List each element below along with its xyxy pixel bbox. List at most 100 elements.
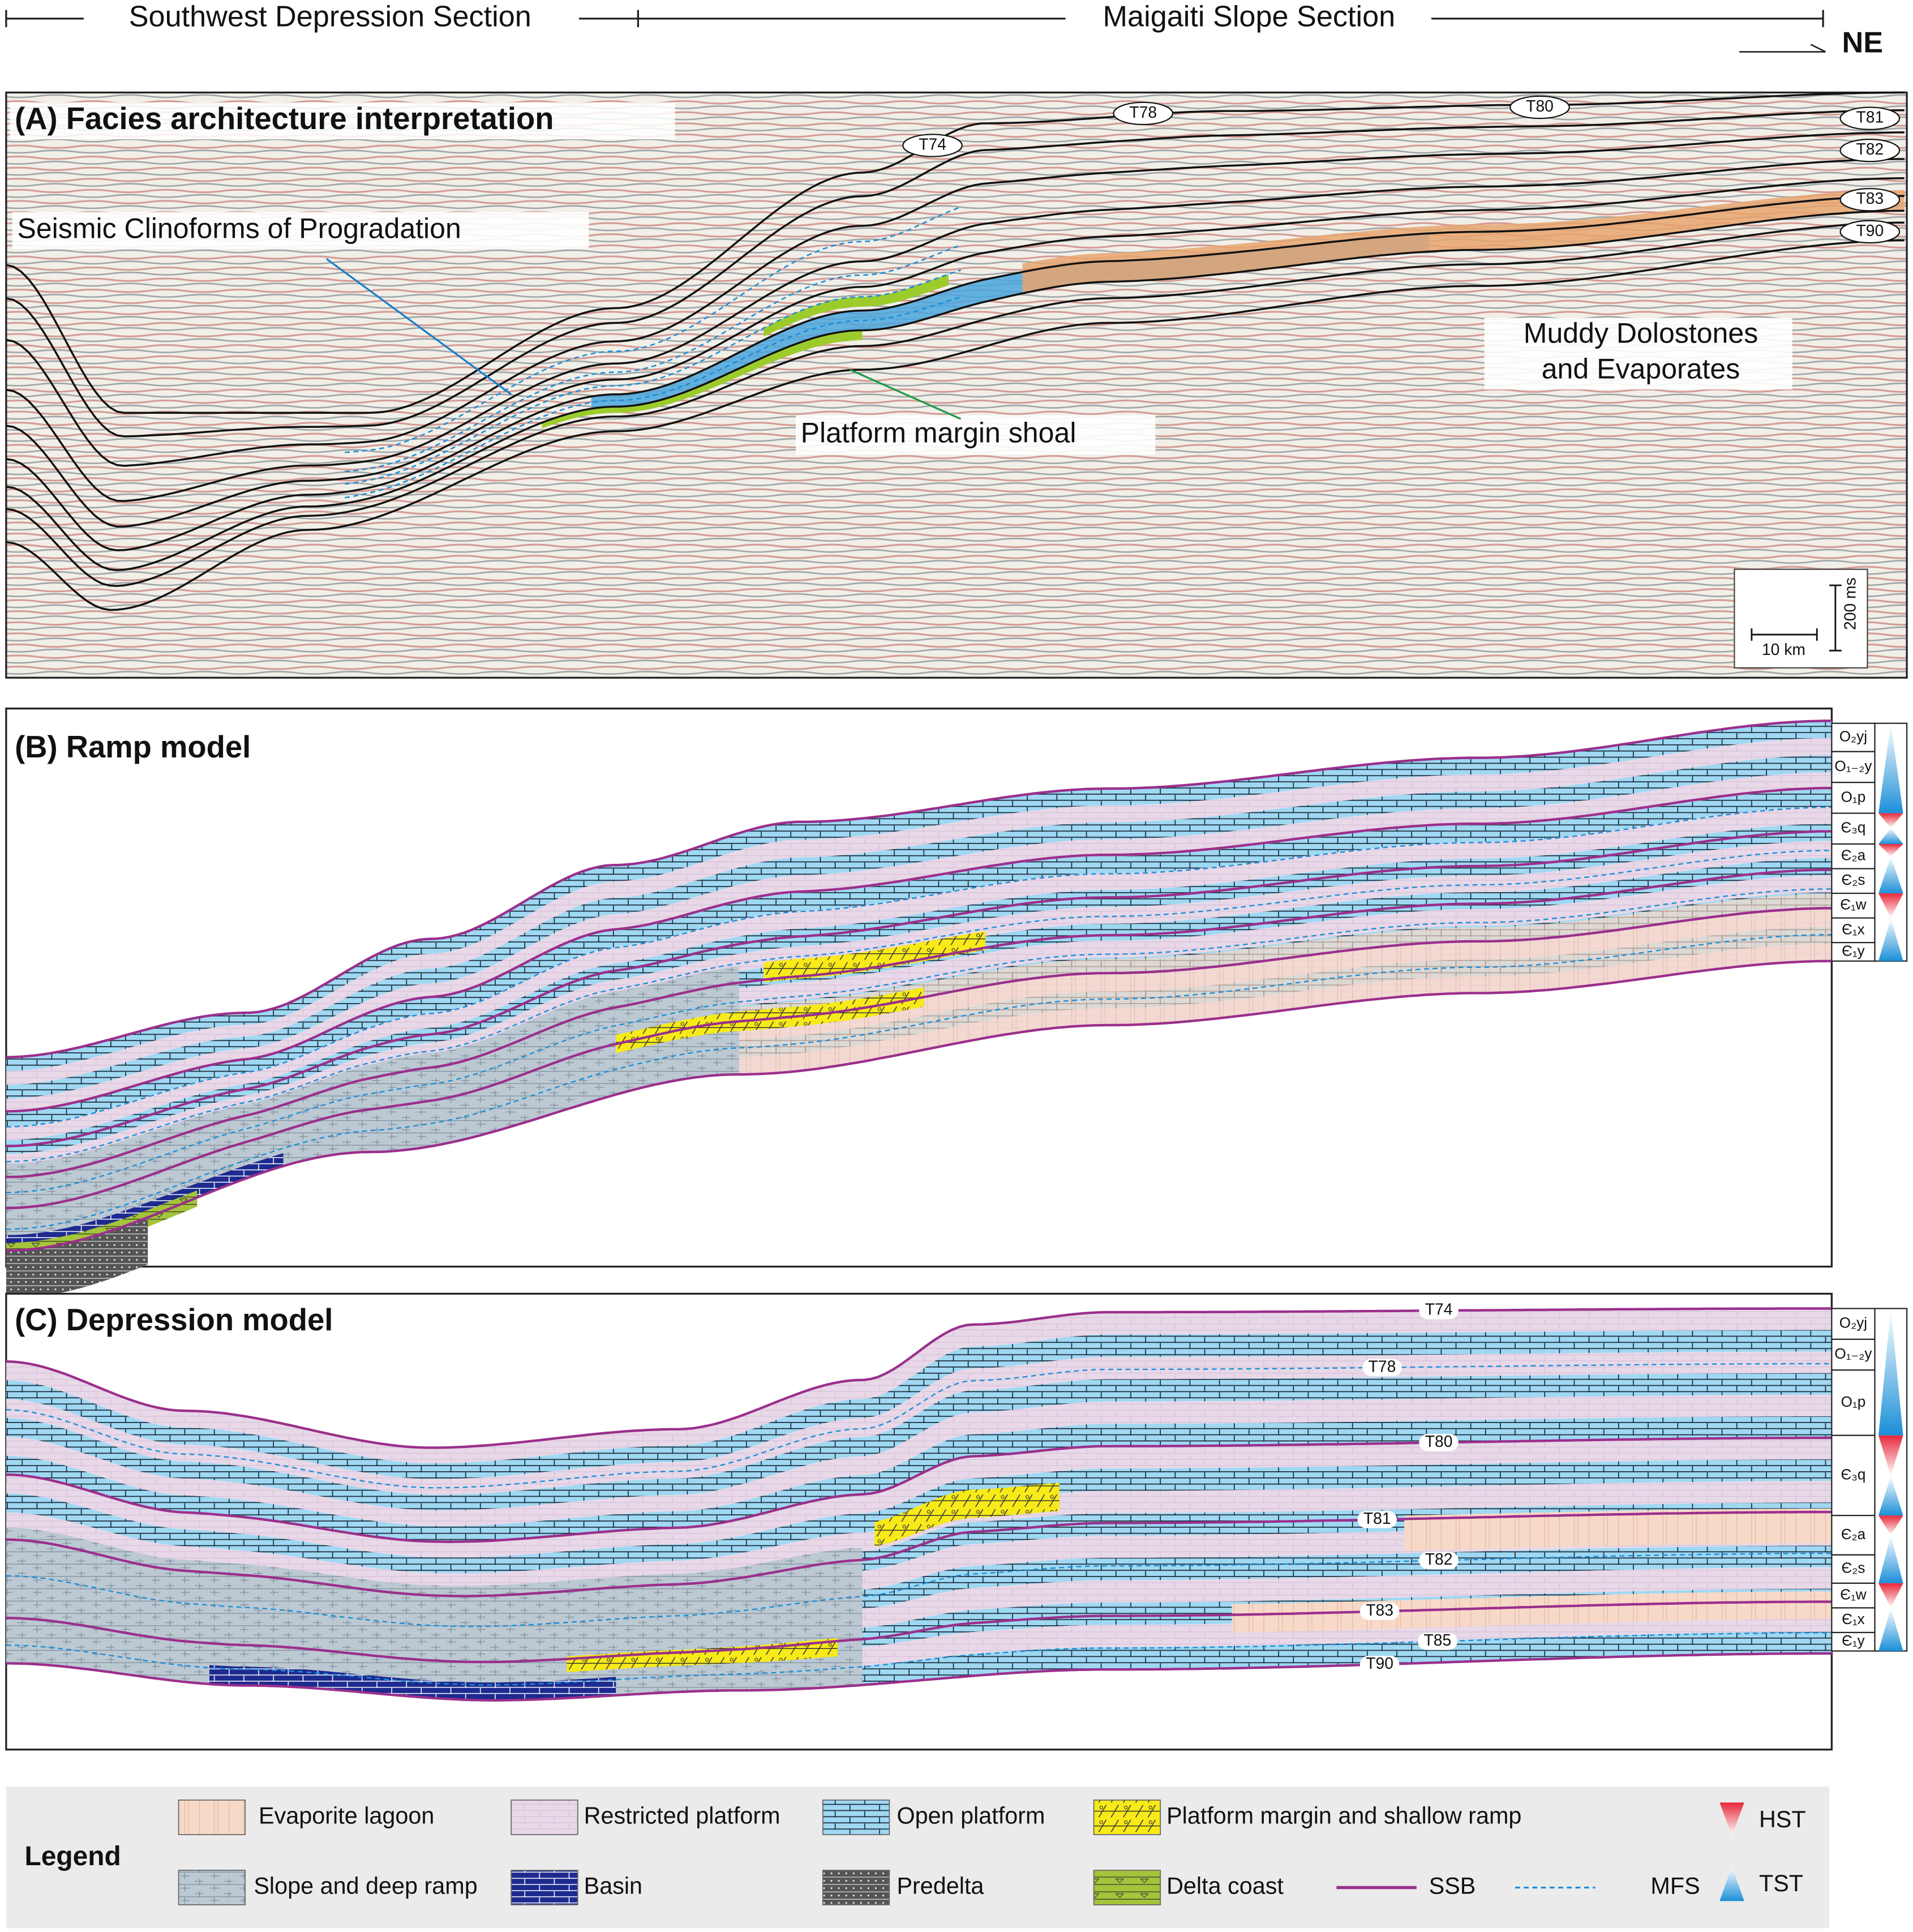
formation-label: O₁₋₂y	[1834, 1345, 1872, 1362]
tst-triangle	[1878, 1535, 1903, 1583]
horizon-tag	[1509, 95, 1570, 119]
facies-band	[6, 1373, 1832, 1511]
title-bg	[12, 1303, 407, 1341]
legend-label: Restricted platform	[584, 1802, 780, 1828]
horizon-tag	[1113, 101, 1174, 126]
ssb-line	[6, 787, 1832, 1113]
horizon-tag	[1839, 139, 1901, 162]
facies-band	[6, 1545, 1832, 1637]
annotation-bg	[795, 415, 1156, 455]
horizon-label: T81	[1363, 1509, 1391, 1527]
annotation-bg	[1484, 318, 1792, 389]
horizon-tag	[1419, 1434, 1459, 1451]
facies-band	[6, 721, 1832, 1071]
formation-label: Є₂a	[1841, 847, 1866, 864]
leader-line	[325, 258, 512, 395]
legend-label: Evaporite lagoon	[259, 1802, 434, 1828]
formation-label: Є₁x	[1842, 1610, 1865, 1627]
formation-label: O₁p	[1841, 788, 1866, 805]
horizon-line	[6, 209, 1905, 571]
horizon-tag	[1362, 1359, 1402, 1377]
horizon-label: T78	[1129, 103, 1157, 121]
legend-swatch	[1093, 1800, 1161, 1835]
hst-triangle	[1878, 893, 1903, 918]
facies-band	[6, 806, 1832, 1141]
formation-cell	[1831, 812, 1876, 845]
formation-cell	[1831, 893, 1876, 919]
facies-band	[6, 1481, 1832, 1590]
legend-label: Slope and deep ramp	[254, 1873, 477, 1899]
facies-body	[616, 987, 924, 1053]
horizon-tag	[1357, 1511, 1397, 1528]
horizon-tag	[902, 134, 963, 157]
tst-triangle	[1878, 1476, 1903, 1516]
panel-title: (A) Facies architecture interpretation	[15, 101, 554, 136]
horizon-tag	[1419, 1552, 1459, 1569]
horizon-tag	[1419, 1302, 1459, 1320]
facies-band	[6, 1394, 1832, 1526]
content: Southwest Depression Section Maigaiti Slo…	[5, 1, 1908, 1929]
ssb-line	[6, 959, 1832, 1252]
formation-label: O₁p	[1841, 1393, 1866, 1410]
ssb-line	[6, 868, 1832, 1179]
mfs-line	[6, 888, 1832, 1193]
facies-band	[6, 1351, 1832, 1495]
legend-label: Open platform	[897, 1802, 1045, 1828]
hst-triangle	[1878, 813, 1903, 828]
horizon-line	[6, 239, 1905, 611]
tst-triangle	[1878, 918, 1903, 961]
legend-label: TST	[1759, 1870, 1803, 1896]
legend-label: SSB	[1429, 1873, 1476, 1899]
horizon-label: T82	[1856, 140, 1884, 158]
ssb-line	[6, 1436, 1832, 1543]
formation-cell	[1831, 1554, 1876, 1584]
formation-label: O₂yj	[1839, 1314, 1867, 1331]
facies-band	[6, 858, 1832, 1182]
facies-band	[6, 789, 1832, 1126]
tst-triangle	[1878, 723, 1903, 813]
ssb-line	[6, 1652, 1832, 1702]
hst-triangle	[1878, 1583, 1903, 1608]
horizon-line	[6, 91, 1905, 414]
hst-triangle	[1878, 1515, 1903, 1536]
facies-band	[6, 1438, 1832, 1558]
formation-cell	[1831, 942, 1876, 962]
facies-band	[6, 755, 1832, 1099]
facies-band	[6, 1524, 1832, 1621]
formation-label: Є₁y	[1842, 1632, 1865, 1649]
annotation: and Evaporates	[1542, 353, 1740, 385]
annotation: Platform margin shoal	[801, 417, 1076, 449]
tst-triangle	[1878, 1608, 1903, 1651]
horizon-label: T85	[1424, 1631, 1452, 1649]
ssb-line	[6, 907, 1832, 1210]
facies-band	[6, 1308, 1832, 1464]
legend-swatch	[822, 1870, 890, 1905]
horizon-line	[6, 221, 1905, 587]
legend-swatch	[822, 1800, 890, 1835]
legend-label: Basin	[584, 1873, 642, 1899]
facies-band	[6, 738, 1832, 1085]
facies-body	[6, 1153, 284, 1251]
mfs-line	[6, 1363, 1832, 1489]
facies-band	[6, 1330, 1832, 1479]
annotation: Muddy Dolostones	[1524, 317, 1758, 349]
scale-label: 200 ms	[1841, 577, 1859, 630]
horizon-line	[6, 109, 1905, 438]
formation-cell	[1831, 751, 1876, 783]
scale-label: 10 km	[1762, 640, 1805, 658]
formation-cell	[1831, 917, 1876, 944]
scale-bar	[1751, 584, 1842, 652]
mfs-line	[6, 850, 1832, 1163]
facies-body	[542, 330, 863, 429]
tst-triangle	[1719, 1866, 1744, 1901]
legend-swatch	[511, 1800, 578, 1835]
hst-triangle	[1719, 1802, 1744, 1836]
legend-label: HST	[1759, 1806, 1806, 1832]
horizon-label: T90	[1366, 1654, 1393, 1672]
formation-label: Є₂s	[1841, 871, 1865, 888]
horizon-label: T81	[1856, 108, 1884, 126]
section-label: Maigaiti Slope Section	[1103, 1, 1396, 33]
facies-band	[6, 824, 1832, 1154]
ssb-line	[6, 719, 1832, 1059]
tst-triangle	[1878, 828, 1903, 845]
